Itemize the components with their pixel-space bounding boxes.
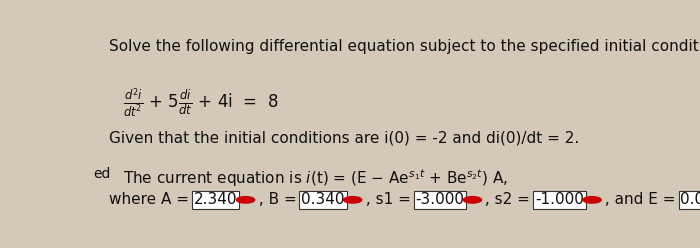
Text: ed: ed: [93, 167, 111, 181]
Text: $\frac{d^2i}{dt^2}$ + 5$\frac{di}{dt}$ + 4i  =  8: $\frac{d^2i}{dt^2}$ + 5$\frac{di}{dt}$ +…: [122, 87, 279, 120]
Text: where A =: where A =: [109, 192, 194, 207]
Text: ✕: ✕: [349, 195, 356, 204]
Text: 0.340: 0.340: [301, 192, 344, 207]
Text: , s2 =: , s2 =: [480, 192, 536, 207]
Text: , s1 =: , s1 =: [360, 192, 416, 207]
Text: 2.340: 2.340: [194, 192, 237, 207]
Text: -1.000: -1.000: [536, 192, 584, 207]
Text: , and E =: , and E =: [600, 192, 680, 207]
Text: ✕: ✕: [469, 195, 476, 204]
Text: The current equation is $\it{i}$(t) = (E $-$ Ae$^{s_1t}$ + Be$^{s_2t}$) A,: The current equation is $\it{i}$(t) = (E…: [122, 167, 508, 189]
Text: Solve the following differential equation subject to the specified initial condi: Solve the following differential equatio…: [109, 39, 700, 54]
Text: Given that the initial conditions are i(0) = -2 and di(0)/dt = 2.: Given that the initial conditions are i(…: [109, 131, 580, 146]
Text: 0.000: 0.000: [680, 192, 700, 207]
Text: ✕: ✕: [242, 195, 249, 204]
Text: ✕: ✕: [589, 195, 596, 204]
Text: -3.000: -3.000: [416, 192, 465, 207]
Text: , B =: , B =: [253, 192, 301, 207]
